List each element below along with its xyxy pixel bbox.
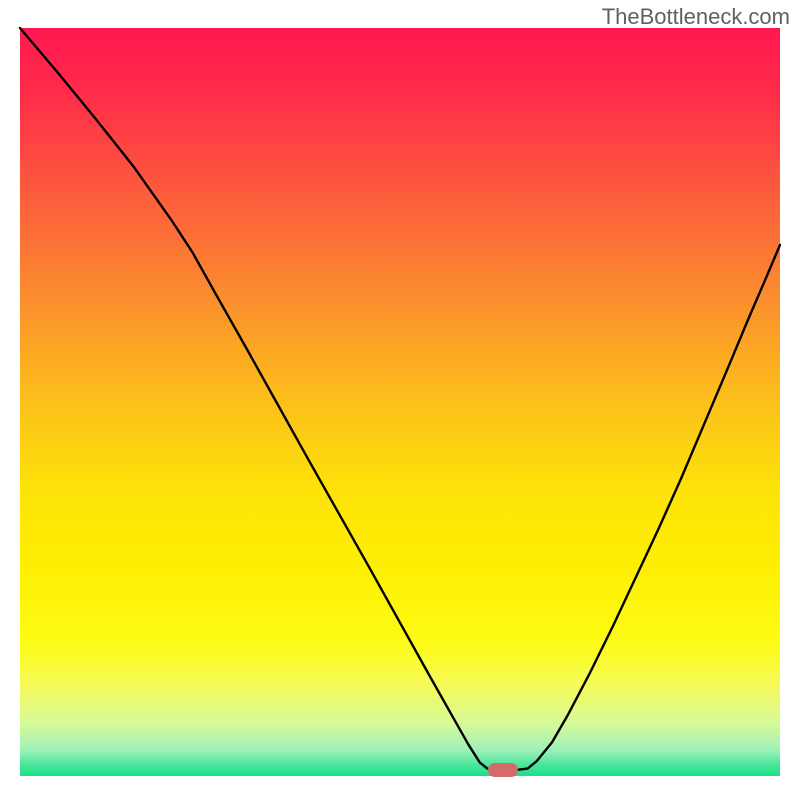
watermark-text: TheBottleneck.com [602,4,790,30]
bottleneck-chart: TheBottleneck.com [0,0,800,800]
bottleneck-curve [20,28,780,776]
plot-area [20,28,780,776]
optimal-marker [488,763,518,777]
